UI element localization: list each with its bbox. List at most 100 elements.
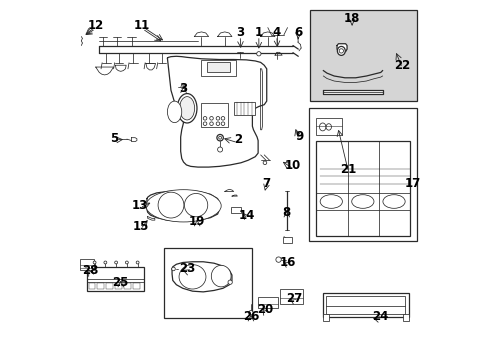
Polygon shape [115,65,126,71]
Bar [309,10,416,101]
Polygon shape [147,191,219,221]
Bar [258,297,277,309]
Ellipse shape [320,195,342,208]
Polygon shape [336,44,346,51]
Polygon shape [96,67,113,75]
Bar [163,248,251,318]
Bar [133,283,140,289]
Text: 22: 22 [393,59,409,72]
Polygon shape [194,32,208,37]
Bar [80,265,85,268]
Bar [80,259,94,270]
Text: 7: 7 [262,177,269,190]
Ellipse shape [216,117,219,120]
Ellipse shape [216,122,219,126]
Text: 15: 15 [132,220,148,233]
Ellipse shape [339,49,343,53]
Bar [308,108,416,241]
Polygon shape [145,63,155,70]
Bar [124,283,131,289]
Ellipse shape [325,124,331,130]
Ellipse shape [275,257,281,262]
Bar [230,207,241,213]
Text: 18: 18 [343,12,360,25]
Text: 24: 24 [371,310,387,324]
Ellipse shape [351,195,373,208]
Text: 11: 11 [134,19,150,32]
Polygon shape [260,32,274,37]
Polygon shape [274,52,282,55]
Ellipse shape [221,117,224,120]
Text: 5: 5 [110,132,119,145]
Text: 3: 3 [236,27,244,40]
Text: 25: 25 [112,276,129,289]
Ellipse shape [218,136,221,139]
Ellipse shape [177,94,197,123]
Ellipse shape [221,122,224,126]
Polygon shape [323,90,382,94]
Ellipse shape [209,122,213,126]
Polygon shape [260,69,262,130]
Ellipse shape [217,147,222,152]
Polygon shape [224,189,233,192]
Bar [201,103,227,127]
Ellipse shape [115,261,117,264]
Bar [280,289,302,304]
Text: 1: 1 [254,27,263,40]
Text: 20: 20 [257,303,273,316]
Ellipse shape [211,265,230,287]
Ellipse shape [256,51,261,56]
Bar [402,314,408,320]
Polygon shape [231,195,237,196]
Bar [316,118,341,135]
Polygon shape [172,262,231,292]
Bar [201,60,235,76]
Bar [86,267,144,291]
Text: 3: 3 [179,82,187,95]
Text: 26: 26 [242,310,259,324]
Text: 27: 27 [285,292,302,305]
Ellipse shape [181,85,184,89]
Bar [315,140,409,235]
Polygon shape [217,32,231,37]
Ellipse shape [104,261,106,264]
Text: 16: 16 [280,256,296,269]
Ellipse shape [203,122,206,126]
Bar [115,283,122,289]
Text: 13: 13 [131,199,147,212]
Text: 23: 23 [179,262,195,275]
Bar [325,296,405,315]
Ellipse shape [125,261,128,264]
Ellipse shape [209,117,213,120]
Polygon shape [167,56,266,167]
Text: 28: 28 [82,264,98,277]
Ellipse shape [184,193,207,217]
Text: 8: 8 [282,206,290,219]
Text: 12: 12 [87,19,103,32]
Ellipse shape [248,311,253,315]
Bar [106,283,113,289]
Ellipse shape [158,192,183,218]
Ellipse shape [217,134,223,141]
Text: 2: 2 [233,133,242,146]
Polygon shape [131,138,137,141]
Bar [88,283,95,289]
Ellipse shape [263,161,266,165]
Text: 17: 17 [404,177,420,190]
Text: 9: 9 [294,130,303,144]
Text: 4: 4 [272,27,280,40]
Bar [206,62,230,72]
Ellipse shape [93,261,96,264]
Ellipse shape [337,46,345,55]
Ellipse shape [136,261,139,264]
Text: 6: 6 [294,27,302,40]
Text: 14: 14 [239,210,255,222]
Text: 10: 10 [284,159,301,172]
Ellipse shape [227,280,232,284]
Polygon shape [147,217,155,220]
Ellipse shape [179,265,205,289]
Bar [323,314,328,320]
Bar [233,102,254,116]
Ellipse shape [145,190,221,222]
Bar [323,293,408,317]
